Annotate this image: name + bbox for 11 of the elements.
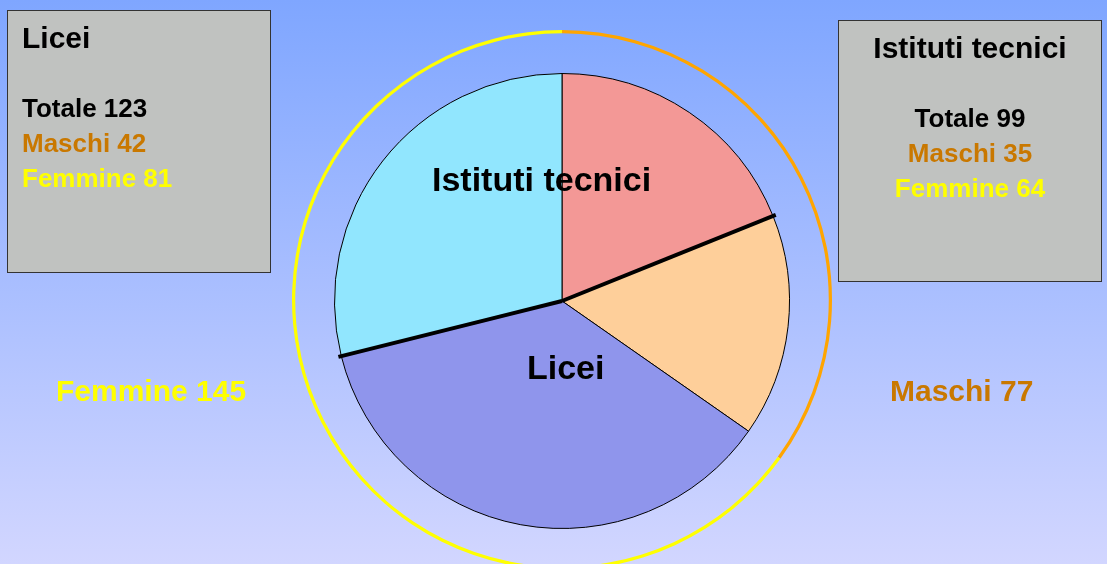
text: Maschi 77 [890, 374, 1034, 408]
text: Istituti tecnici [872, 31, 1068, 65]
text: Totale 99 [913, 103, 1027, 134]
text: Totale 123 [22, 93, 149, 124]
text: Femmine 145 [56, 374, 247, 408]
text: Femmine 81 [22, 163, 174, 194]
text: Licei [22, 21, 92, 55]
text: Maschi 35 [906, 138, 1034, 169]
text: Maschi 42 [22, 128, 148, 159]
text: Femmine 64 [893, 173, 1047, 204]
text: Licei [527, 348, 605, 387]
